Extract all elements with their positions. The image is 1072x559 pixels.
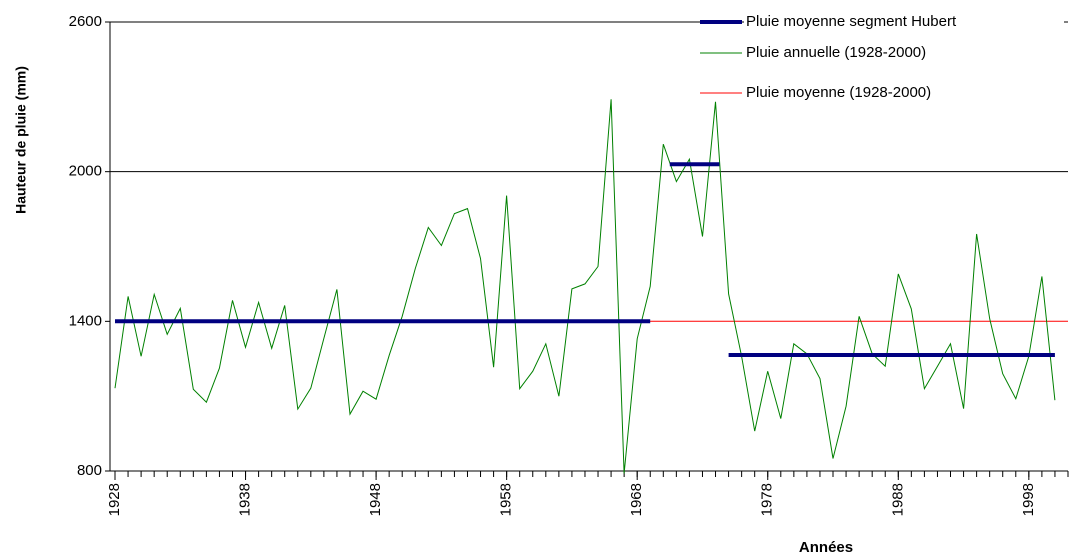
x-tick-label: 1938	[237, 483, 254, 516]
x-tick-label: 1988	[889, 483, 906, 516]
y-tick-label: 1400	[69, 312, 102, 329]
x-tick-label: 1958	[498, 483, 515, 516]
series-line	[114, 99, 1056, 474]
legend-bg	[744, 12, 1064, 32]
x-tick-label: 1968	[628, 483, 645, 516]
legend-bg	[744, 83, 1064, 103]
y-tick-label: 2600	[69, 13, 102, 30]
y-tick-label: 800	[77, 462, 102, 479]
x-tick-label: 1978	[759, 483, 776, 516]
legend-label: Pluie annuelle (1928-2000)	[746, 44, 926, 61]
legend-label: Pluie moyenne segment Hubert	[746, 13, 957, 30]
x-axis-label: Années	[799, 539, 853, 556]
x-tick-label: 1948	[367, 483, 384, 516]
y-axis-label: Hauteur de pluie (mm)	[13, 66, 29, 214]
legend-bg	[744, 43, 1064, 63]
x-tick-label: 1928	[106, 483, 123, 516]
y-tick-label: 2000	[69, 163, 102, 180]
x-tick-label: 1998	[1020, 483, 1037, 516]
legend-label: Pluie moyenne (1928-2000)	[746, 84, 931, 101]
